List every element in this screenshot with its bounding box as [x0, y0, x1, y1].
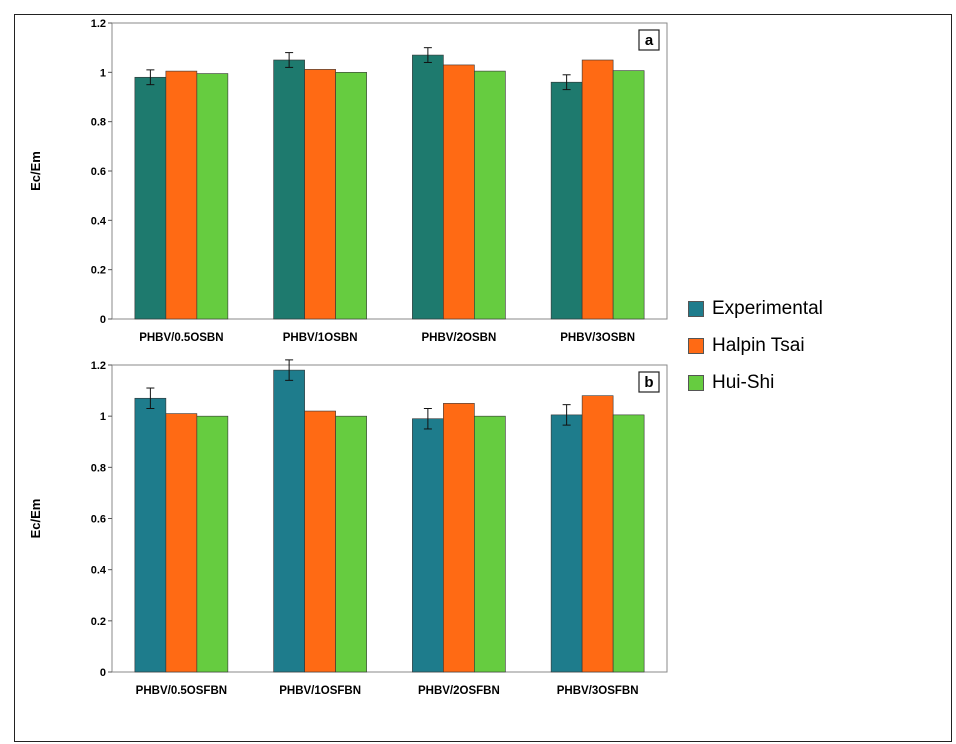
- panel-label: b: [644, 374, 653, 391]
- bar-group: [412, 403, 506, 673]
- y-tick-label: 1: [100, 411, 106, 423]
- panel-label-box: [638, 371, 660, 393]
- x-category-label: PHBV/0.5OSBN: [139, 332, 223, 344]
- legend-swatch-halpin-tsai: [688, 338, 704, 354]
- bar-experimental: [550, 414, 583, 673]
- y-axis: 0 0.2 0.4 0.6 0.8 1 1.2: [91, 360, 112, 679]
- bar-experimental: [134, 397, 167, 673]
- bar-halpin-tsai: [443, 64, 475, 320]
- legend-item-halpin-tsai: Halpin Tsai: [688, 335, 888, 357]
- legend-swatch-hui-shi: [688, 375, 704, 391]
- y-tick-label: 0.8: [91, 117, 106, 129]
- y-tick-label: 0.4: [91, 215, 107, 227]
- y-tick-label: 0.4: [91, 565, 107, 577]
- x-category-label: PHBV/0.5OSFBN: [136, 685, 227, 697]
- x-category-label: PHBV/2OSBN: [421, 332, 496, 344]
- y-tick-label: 0.6: [91, 514, 106, 526]
- legend-label-halpin-tsai: Halpin Tsai: [712, 335, 805, 356]
- bar-hui-shi: [612, 414, 645, 673]
- bar-group: [273, 359, 367, 673]
- y-axis-label: Ec/Em: [28, 499, 43, 539]
- bar-experimental: [412, 418, 444, 673]
- bar-halpin-tsai: [304, 69, 336, 320]
- x-category-label: PHBV/2OSFBN: [418, 685, 500, 697]
- bar-halpin-tsai: [165, 413, 198, 673]
- bar-experimental: [412, 54, 444, 320]
- legend-swatch-experimental: [688, 301, 704, 317]
- x-category-label: PHBV/3OSFBN: [557, 685, 639, 697]
- y-tick-label: 0.8: [91, 462, 106, 474]
- legend-label-hui-shi: Hui-Shi: [712, 372, 775, 393]
- bar-hui-shi: [474, 415, 506, 673]
- y-tick-label: 0.2: [91, 265, 106, 277]
- x-category-label: PHBV/1OSBN: [283, 332, 358, 344]
- bar-experimental: [273, 59, 305, 320]
- legend-label-experimental: Experimental: [712, 298, 823, 319]
- y-tick-label: 1.2: [91, 18, 106, 30]
- panel-label: a: [645, 32, 654, 49]
- bar-halpin-tsai: [304, 410, 336, 673]
- bar-group: [134, 69, 229, 320]
- bar-experimental: [134, 76, 167, 320]
- chart-panel-a: 0 0.2 0.4 0.6 0.8 1 1.2 Ec/Em PHBV/0.5OSBN PHBV/1…: [28, 18, 668, 344]
- bar-halpin-tsai: [443, 403, 475, 673]
- bar-hui-shi: [196, 415, 229, 673]
- bar-hui-shi: [474, 70, 506, 320]
- panel-label-box: [638, 29, 660, 51]
- x-category-label: PHBV/1OSFBN: [279, 685, 361, 697]
- bar-group: [273, 52, 367, 320]
- bar-hui-shi: [335, 72, 367, 320]
- bar-group: [412, 47, 506, 320]
- y-tick-label: 0: [100, 667, 106, 679]
- y-tick-label: 0.6: [91, 166, 106, 178]
- y-tick-label: 0.2: [91, 616, 106, 628]
- bar-experimental: [273, 369, 305, 673]
- bar-hui-shi: [335, 415, 367, 673]
- y-tick-label: 0: [100, 314, 106, 326]
- y-axis: 0 0.2 0.4 0.6 0.8 1 1.2: [91, 18, 112, 326]
- chart-panel-b: 0 0.2 0.4 0.6 0.8 1 1.2 Ec/Em PHBV/0.5OSFBN PHBV/…: [28, 359, 668, 697]
- legend: Experimental Halpin Tsai Hui-Shi: [688, 298, 888, 409]
- bar-group: [550, 59, 645, 320]
- bar-halpin-tsai: [165, 70, 198, 320]
- y-tick-label: 1.2: [91, 360, 106, 372]
- y-tick-label: 1: [100, 67, 106, 79]
- bar-group: [550, 395, 645, 673]
- legend-item-experimental: Experimental: [688, 298, 888, 320]
- bar-hui-shi: [196, 73, 229, 320]
- bar-group: [134, 387, 229, 673]
- bar-experimental: [550, 81, 583, 320]
- legend-item-hui-shi: Hui-Shi: [688, 372, 888, 394]
- y-axis-label: Ec/Em: [28, 151, 43, 191]
- bar-halpin-tsai: [581, 59, 614, 320]
- bar-hui-shi: [612, 70, 645, 320]
- bar-halpin-tsai: [581, 395, 614, 673]
- x-category-label: PHBV/3OSBN: [560, 332, 635, 344]
